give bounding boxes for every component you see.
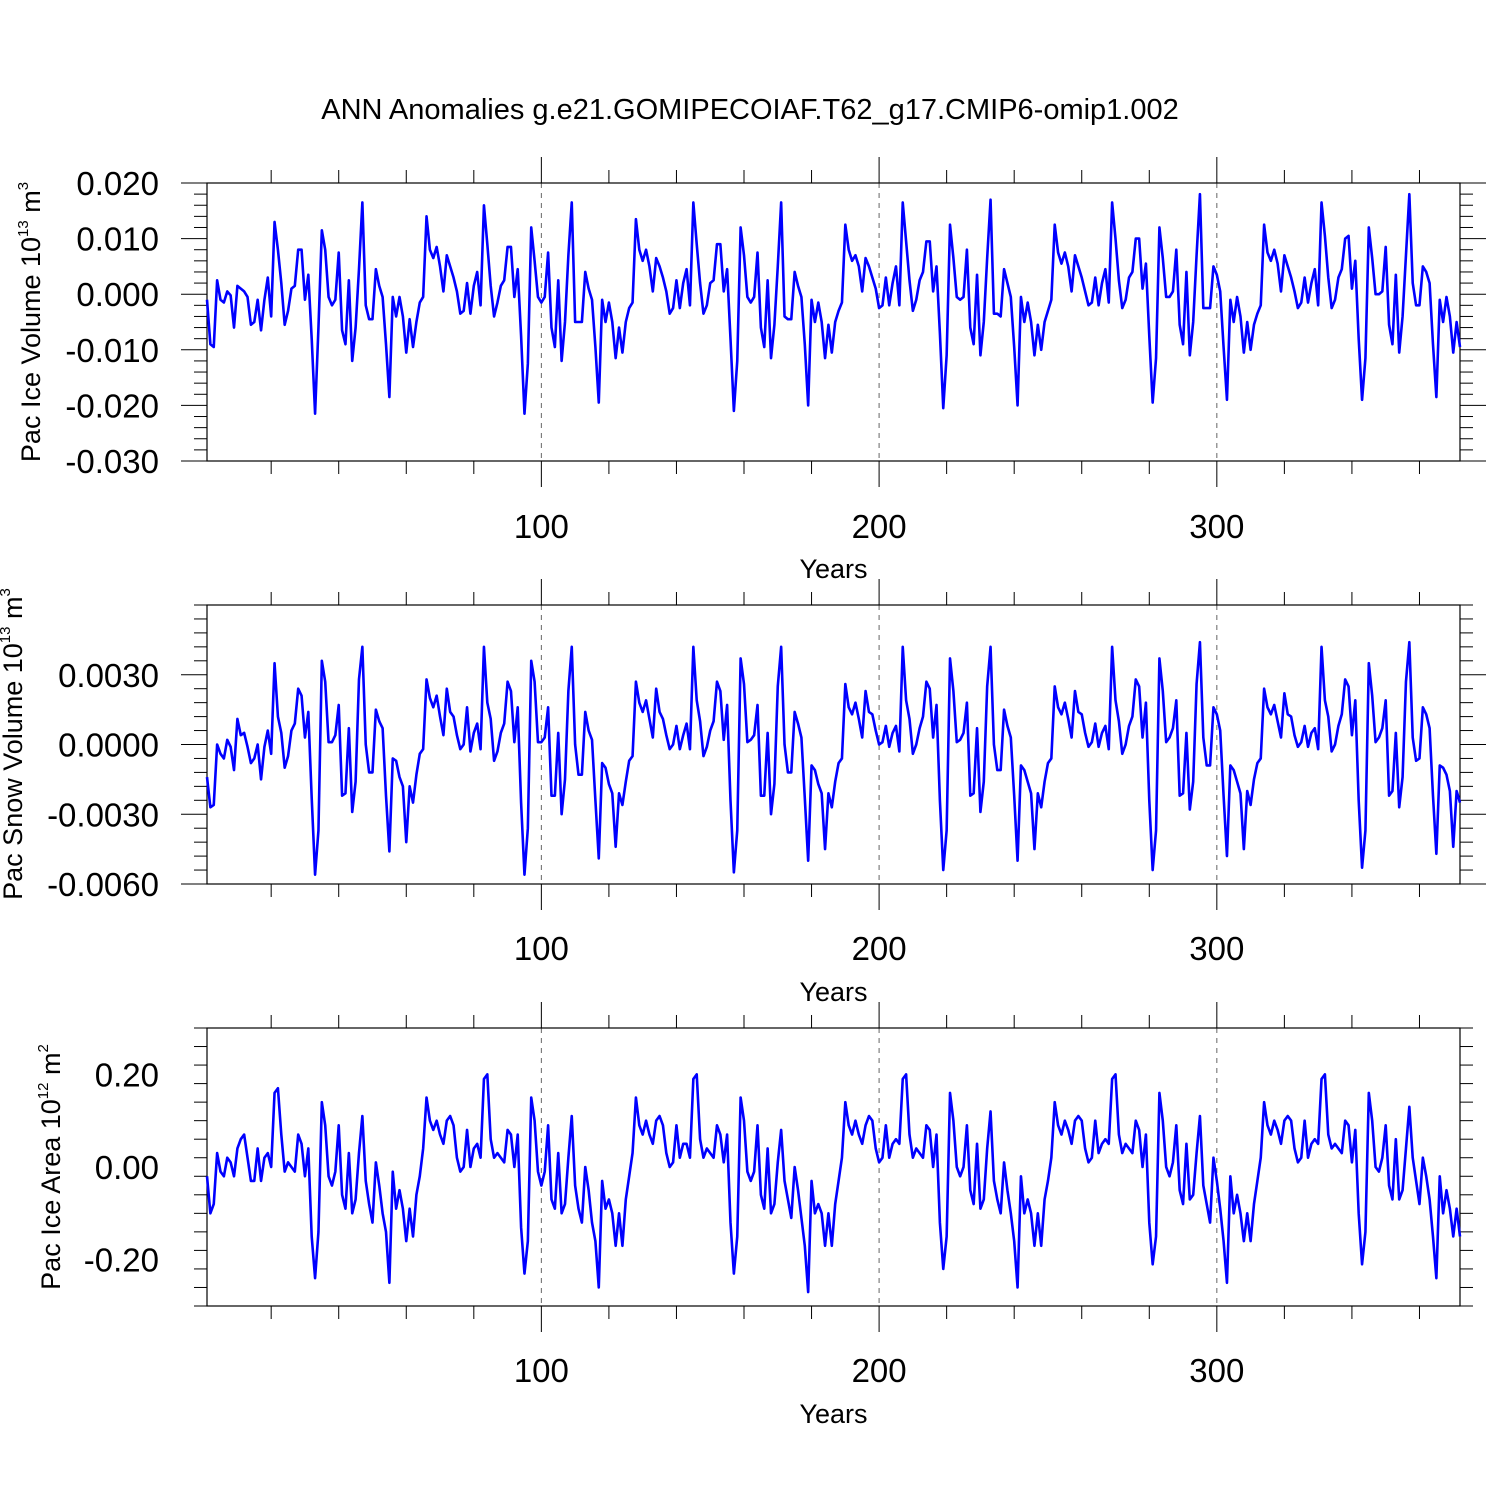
x-axis-label: Years (799, 1399, 867, 1429)
x-tick-label: 200 (852, 508, 907, 545)
y-tick-label: -0.030 (65, 443, 159, 480)
x-tick-label: 200 (852, 1352, 907, 1389)
y-tick-label: -0.20 (84, 1242, 159, 1279)
plot-frame (206, 604, 1461, 885)
series-line (205, 640, 1462, 877)
y-tick-label: 0.20 (95, 1056, 159, 1093)
x-axis-label: Years (799, 554, 867, 584)
x-tick-label: 200 (852, 930, 907, 967)
figure-title: ANN Anomalies g.e21.GOMIPECOIAF.T62_g17.… (321, 94, 1179, 126)
x-tick-label: 100 (514, 1352, 569, 1389)
y-tick-label: -0.0060 (47, 866, 159, 903)
y-tick-label: 0.010 (76, 221, 159, 258)
series-line (205, 1073, 1462, 1294)
y-tick-label: 0.0030 (58, 657, 159, 694)
plot-frame (206, 1027, 1461, 1307)
chart-panel-1: -0.030 -0.020 -0.010 0.000 0.010 0.020 100 200 3… (15, 157, 1486, 584)
y-tick-label: -0.020 (65, 387, 159, 424)
y-tick-label: -0.0030 (47, 796, 159, 833)
x-axis-label: Years (799, 977, 867, 1007)
y-tick-label: 0.0000 (58, 727, 159, 764)
y-tick-label: 0.020 (76, 165, 159, 202)
y-axis-label: Pac Snow Volume 1013 m3 (0, 588, 28, 900)
y-tick-label: 0.00 (95, 1149, 159, 1186)
y-tick-label: 0.000 (76, 276, 159, 313)
chart-panel-2: -0.0060 -0.0030 0.0000 0.0030 100 200 300 Years… (0, 579, 1486, 1007)
series-line (205, 192, 1462, 416)
x-tick-label: 100 (514, 930, 569, 967)
y-tick-label: -0.010 (65, 332, 159, 369)
x-tick-label: 100 (514, 508, 569, 545)
x-tick-label: 300 (1189, 1352, 1244, 1389)
plot-frame (206, 182, 1461, 462)
x-tick-label: 300 (1189, 508, 1244, 545)
y-axis-label: Pac Ice Volume 1013 m3 (15, 182, 46, 462)
chart-panel-3: -0.20 0.00 0.20 100 200 300 Years Pac Ice Area … (35, 1002, 1473, 1429)
y-axis-label: Pac Ice Area 1012 m2 (35, 1044, 66, 1290)
x-tick-label: 300 (1189, 930, 1244, 967)
